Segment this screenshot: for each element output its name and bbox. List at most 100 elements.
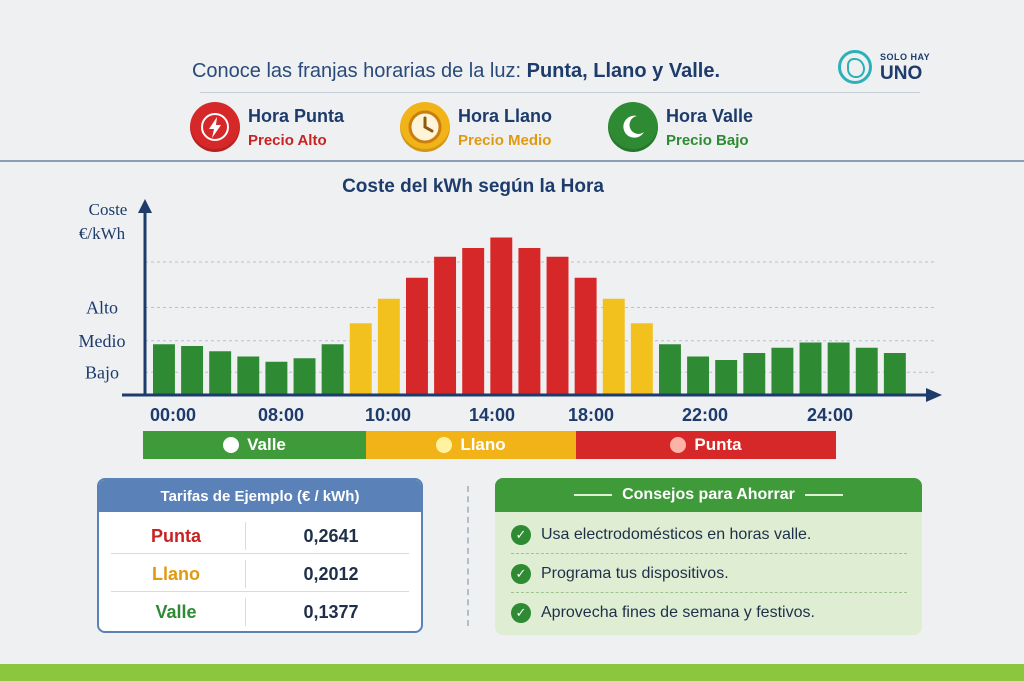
tips-header: Consejos para Ahorrar [495, 478, 922, 512]
brand-logo: SOLO HAY UNO [838, 50, 948, 86]
bar-valle [687, 356, 710, 395]
tariff-name: Valle [155, 602, 197, 622]
tariff-title: Tarifas de Ejemplo (€ / kWh) [99, 480, 421, 512]
lightning-icon [190, 102, 240, 152]
bar-valle [743, 353, 766, 395]
bar-valle [293, 358, 316, 395]
legend-sub: Precio Medio [458, 132, 552, 149]
bar-punta [574, 277, 597, 395]
bar-punta [518, 248, 541, 395]
x-tick-label: 18:00 [568, 405, 614, 425]
globe-icon [838, 50, 872, 84]
check-icon: ✓ [511, 603, 531, 623]
list-item: ✓ Programa tus dispositivos. [511, 555, 907, 593]
bar-valle [855, 347, 878, 395]
tips-panel: Consejos para Ahorrar ✓ Usa electrodomés… [495, 478, 922, 635]
column-separator [245, 598, 246, 626]
y-tick-label: Bajo [85, 362, 119, 382]
legend-label: Hora Punta [248, 106, 345, 126]
vertical-dashed-divider [467, 486, 469, 626]
y-tick-label: Alto [86, 298, 118, 318]
bar-punta [434, 256, 457, 395]
price-bar-chart: Bajo Medio Alto Coste €/kWh 00:00 08:00 10:00 14… [79, 199, 942, 425]
band-label: Valle [247, 435, 286, 454]
llano-dot-icon [436, 437, 453, 453]
bar-llano [349, 323, 372, 395]
x-tick-label: 22:00 [682, 405, 728, 425]
section-divider [0, 160, 1024, 162]
x-tick-label: 14:00 [469, 405, 515, 425]
logo-big-text: UNO [880, 63, 923, 84]
bar-valle [321, 344, 344, 395]
moon-icon [608, 102, 658, 152]
bar-valle [153, 344, 175, 395]
x-axis-arrow-icon [926, 388, 942, 402]
tip-text: Programa tus dispositivos. [541, 564, 729, 582]
x-tick-label: 08:00 [258, 405, 304, 425]
bar-llano [602, 298, 625, 395]
band-punta: Punta [576, 431, 836, 459]
headline: Conoce las franjas horarias de la luz: P… [0, 60, 912, 83]
bar-valle [265, 361, 288, 395]
column-separator [245, 522, 246, 550]
band-llano: Llano [366, 431, 576, 459]
legend-label: Hora Valle [666, 106, 754, 126]
list-item: ✓ Aprovecha fines de semana y festivos. [511, 594, 907, 632]
bar-valle [209, 351, 232, 395]
punta-dot-icon [670, 437, 687, 453]
header-divider [200, 92, 920, 93]
x-tick-label: 10:00 [365, 405, 411, 425]
table-row: Llano 0,2012 [111, 556, 409, 592]
legend-label: Hora Llano [458, 106, 553, 126]
bar-llano [377, 298, 400, 395]
tariff-name: Punta [150, 526, 201, 546]
list-item: ✓ Usa electrodomésticos en horas valle. [511, 516, 907, 554]
bar-valle [883, 353, 906, 395]
x-tick-label: 00:00 [150, 405, 196, 425]
band-label: Punta [694, 435, 742, 454]
tariff-table: Tarifas de Ejemplo (€ / kWh) Punta 0,264… [97, 478, 423, 633]
tariff-name: Llano [152, 564, 200, 584]
column-separator [245, 560, 246, 588]
clock-icon [400, 102, 450, 152]
legend-sub: Precio Alto [248, 132, 327, 149]
bar-valle [237, 356, 260, 395]
bar-punta [406, 277, 428, 395]
band-label: Llano [460, 435, 506, 454]
bar-punta [462, 248, 485, 395]
bar-punta [546, 256, 569, 395]
bar-llano [630, 323, 653, 395]
table-row: Punta 0,2641 [111, 518, 409, 554]
bar-valle [799, 342, 822, 395]
bar-punta [490, 237, 513, 395]
y-axis-label: Coste [89, 200, 128, 219]
logo-small-text: SOLO HAY [880, 52, 931, 62]
headline-emphasis: Punta, Llano y Valle. [526, 60, 720, 82]
header-line-left [574, 494, 613, 496]
y-tick-label: Medio [79, 331, 126, 351]
tariff-value: 0,1377 [303, 602, 359, 622]
tariff-value: 0,2012 [303, 564, 359, 584]
tips-title: Consejos para Ahorrar [622, 486, 795, 503]
y-axis-unit: €/kWh [79, 224, 126, 243]
footer-bar [0, 664, 1024, 681]
legend-sub: Precio Bajo [666, 132, 749, 149]
check-icon: ✓ [511, 563, 531, 584]
y-axis-arrow-icon [138, 199, 152, 213]
table-row: Valle 0,1377 [111, 594, 409, 630]
header-line-right [804, 494, 843, 496]
bar-valle [827, 342, 850, 395]
valle-dot-icon [223, 437, 240, 453]
tip-text: Usa electrodomésticos en horas valle. [541, 525, 812, 543]
band-valle: Valle [143, 431, 366, 459]
x-tick-label: 24:00 [807, 405, 853, 425]
tip-text: Aprovecha fines de semana y festivos. [541, 604, 815, 621]
bar-valle [715, 360, 738, 395]
tariff-value: 0,2641 [303, 526, 359, 546]
chart-title: Coste del kWh según la Hora [342, 176, 604, 197]
bar-valle [771, 347, 794, 395]
headline-intro: Conoce las franjas horarias de la luz: [191, 60, 527, 82]
bar-valle [181, 346, 204, 395]
check-icon: ✓ [511, 524, 531, 545]
bar-valle [659, 344, 681, 395]
